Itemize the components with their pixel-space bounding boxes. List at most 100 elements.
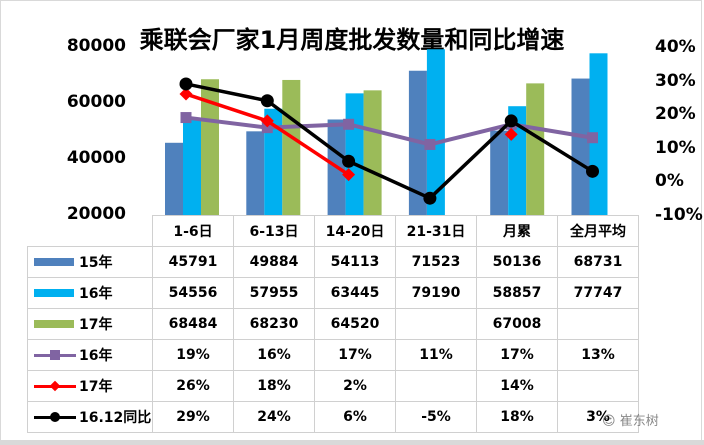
left-axis-tick: 60000 (66, 92, 126, 112)
bar (165, 142, 183, 215)
legend-label: 16年 (79, 348, 113, 364)
line-segment (266, 119, 350, 177)
table-cell: 54113 (314, 246, 396, 278)
bar (264, 108, 283, 215)
table-header-cell: 14-20日 (314, 215, 396, 247)
watermark: ☺ 崔东树 (602, 414, 659, 429)
right-axis-tick: -10% (655, 205, 703, 225)
data-table: 1-6日 6-13日 14-20日 21-31日 月累 全月平均 15年 4579… (27, 215, 639, 433)
data-marker (586, 164, 599, 178)
table-cell: 16% (233, 339, 315, 371)
line-segment (185, 115, 268, 130)
line-segment (348, 122, 431, 147)
data-marker (179, 87, 193, 101)
data-marker (260, 94, 274, 108)
legend-key-icon (34, 255, 76, 269)
table-cell (395, 308, 477, 340)
legend-label: 17年 (79, 317, 113, 333)
table-cell: 77747 (557, 277, 639, 309)
table-cell: 2% (314, 370, 396, 402)
right-axis-tick: 40% (655, 37, 696, 57)
table-row-label: 16.12同比 (27, 401, 153, 433)
table-row-label: 16年 (27, 339, 153, 371)
line-segment (185, 82, 268, 103)
frame-shadow (0, 440, 704, 445)
table-row-label: 16年 (27, 277, 153, 309)
table-row: 16年 19% 16% 17% 11% 17% 13% (27, 339, 639, 371)
table-cell: 63445 (314, 277, 396, 309)
table-cell: 79190 (395, 277, 477, 309)
legend-key-icon (34, 379, 76, 393)
line-segment (185, 92, 268, 123)
legend-key-icon (34, 286, 76, 300)
bar (426, 49, 445, 215)
right-axis-tick: 0% (655, 171, 684, 191)
legend-label: 16年 (79, 286, 113, 302)
table-cell: 24% (233, 401, 315, 433)
table-header-cell: 全月平均 (557, 215, 639, 247)
table-cell: 11% (395, 339, 477, 371)
line-segment (267, 122, 349, 130)
right-axis-tick: 30% (655, 71, 696, 91)
line-segment (510, 122, 593, 140)
table-row-label: 17年 (27, 370, 153, 402)
bar (571, 78, 590, 216)
table-cell: 3% (557, 401, 639, 433)
data-marker (342, 154, 356, 168)
table-cell: 13% (557, 339, 639, 371)
bar (282, 79, 301, 216)
legend-key-icon (34, 317, 76, 331)
table-cell: 29% (152, 401, 234, 433)
table-cell: 71523 (395, 246, 477, 278)
legend-label: 17年 (79, 379, 113, 395)
table-cell: 26% (152, 370, 234, 402)
table-cell: 67008 (476, 308, 558, 340)
bar (246, 131, 265, 215)
data-marker (504, 114, 518, 128)
legend-key-icon (34, 410, 76, 424)
table-row: 16.12同比 29% 24% 6% -5% 18% 3% (27, 401, 639, 433)
table-header-cell: 月累 (476, 215, 558, 247)
table-cell: 64520 (314, 308, 396, 340)
table-header-cell: 6-13日 (233, 215, 315, 247)
table-cell: 50136 (476, 246, 558, 278)
legend-label: 16.12同比 (79, 410, 152, 426)
data-marker (424, 138, 436, 150)
table-header-cell: 21-31日 (395, 215, 477, 247)
table-cell: 17% (476, 339, 558, 371)
table-cell: 14% (476, 370, 558, 402)
bar (345, 93, 364, 215)
bar (526, 83, 545, 216)
table-cell (557, 308, 639, 340)
table-cell (557, 370, 639, 402)
data-marker (423, 191, 437, 205)
data-marker (504, 127, 518, 141)
data-marker (261, 122, 273, 134)
table-cell: 54556 (152, 277, 234, 309)
data-marker (342, 168, 356, 182)
table-row: 16年 54556 57955 63445 79190 58857 77747 (27, 277, 639, 309)
table-cell: 68230 (233, 308, 315, 340)
left-axis-tick: 40000 (66, 148, 126, 168)
table-cell: 58857 (476, 277, 558, 309)
bar (183, 118, 201, 215)
right-axis-tick: 20% (655, 104, 696, 124)
table-cell: 18% (233, 370, 315, 402)
table-header-cell: 1-6日 (152, 215, 234, 247)
table-cell: 68731 (557, 246, 639, 278)
data-marker (587, 132, 598, 144)
table-cell: 68484 (152, 308, 234, 340)
table-row: 17年 68484 68230 64520 67008 (27, 308, 639, 340)
line-segment (428, 119, 513, 200)
legend-key-icon (34, 348, 76, 362)
table-row: 15年 45791 49884 54113 71523 50136 68731 (27, 246, 639, 278)
legend-label: 15年 (79, 255, 113, 271)
chart-title: 乘联会厂家1月周度批发数量和同比增速 (139, 26, 565, 54)
bar (490, 130, 509, 215)
data-marker (343, 118, 355, 130)
table-row-label: 17年 (27, 308, 153, 340)
table-cell: -5% (395, 401, 477, 433)
data-marker (260, 114, 274, 128)
table-cell: 18% (476, 401, 558, 433)
